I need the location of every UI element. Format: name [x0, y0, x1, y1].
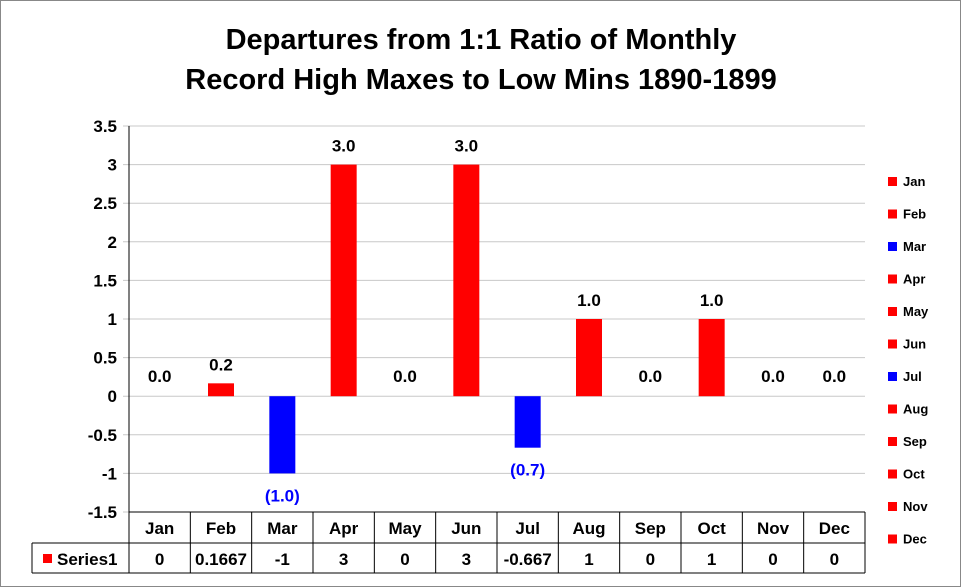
table-value: 1 [707, 550, 716, 569]
x-category-label: Oct [697, 519, 726, 538]
table-value: 0 [646, 550, 655, 569]
data-label-oct: 1.0 [700, 291, 724, 310]
x-category-label: Jan [145, 519, 174, 538]
bar-apr [330, 164, 357, 397]
legend-label-jun: Jun [903, 337, 926, 352]
legend-label-sep: Sep [903, 434, 927, 449]
legend-swatch-sep [888, 437, 897, 446]
chart-title-line-2: Record High Maxes to Low Mins 1890-1899 [185, 64, 776, 96]
table-value: 3 [462, 550, 471, 569]
data-label-dec: 0.0 [823, 367, 847, 386]
x-category-label: Dec [819, 519, 850, 538]
legend-label-may: May [903, 304, 929, 319]
data-label-jul: (0.7) [510, 461, 545, 480]
y-tick-label: 2.5 [93, 194, 117, 213]
y-tick-label: 1.5 [93, 271, 117, 290]
table-value: 0 [155, 550, 164, 569]
table-value: 3 [339, 550, 348, 569]
y-tick-label: 1 [108, 310, 117, 329]
x-category-label: Sep [635, 519, 666, 538]
bar-feb [208, 383, 234, 397]
y-tick-label: 0 [108, 387, 117, 406]
legend-swatch-feb [888, 209, 897, 219]
y-tick-label: -0.5 [88, 426, 117, 445]
gridlines [123, 125, 865, 513]
legend-label-apr: Apr [903, 272, 925, 287]
data-label-jan: 0.0 [148, 367, 172, 386]
x-category-label: Jul [515, 519, 540, 538]
x-category-label: Nov [757, 519, 790, 538]
series-name: Series1 [57, 550, 118, 569]
table-value: 0 [830, 550, 839, 569]
y-tick-label: -1 [102, 464, 117, 483]
legend-swatch-aug [888, 404, 897, 414]
legend-swatch-jul [888, 372, 897, 381]
bar-oct [698, 319, 725, 397]
legend-label-nov: Nov [903, 499, 928, 514]
data-label-apr: 3.0 [332, 137, 356, 156]
bar-mar [269, 396, 296, 474]
data-label-nov: 0.0 [761, 367, 785, 386]
table-value: 0 [768, 550, 777, 569]
legend-swatch-may [888, 307, 897, 316]
data-label-feb: 0.2 [209, 355, 233, 374]
data-label-aug: 1.0 [577, 291, 601, 310]
legend-label-feb: Feb [903, 207, 926, 222]
data-labels: 0.0 0.2 (1.0) 3.0 0.0 3.0 (0.7) 1.0 0.0 1.0 0.0 0.0 [148, 137, 846, 506]
table-value: 0 [400, 550, 409, 569]
bars [208, 164, 725, 474]
bar-jun [453, 164, 480, 397]
legend-swatch-nov [888, 502, 897, 511]
y-tick-label: 3 [108, 156, 117, 175]
legend-swatch-jan [888, 177, 897, 186]
legend-label-oct: Oct [903, 467, 925, 482]
data-label-jun: 3.0 [455, 137, 479, 156]
x-category-label: Jun [451, 519, 481, 538]
bar-jul [514, 396, 541, 448]
legend-label-aug: Aug [903, 402, 928, 417]
y-tick-label: 3.5 [93, 117, 117, 136]
table-value: 1 [584, 550, 593, 569]
legend-swatch-oct [888, 469, 897, 479]
legend-label-mar: Mar [903, 239, 926, 254]
legend-label-jul: Jul [903, 369, 922, 384]
x-category-label: Apr [329, 519, 359, 538]
x-category-label: Aug [572, 519, 605, 538]
bar-aug [576, 319, 602, 397]
chart-title-line-1: Departures from 1:1 Ratio of Monthly [226, 24, 737, 56]
legend: Jan Feb Mar Apr May Jun Jul Aug Sep Oct Nov Dec [888, 174, 929, 547]
y-tick-label: 0.5 [93, 349, 117, 368]
legend-swatch-mar [888, 242, 897, 251]
data-table: Jan 0 Feb 0.1667 Mar -1 Apr 3 May 0 Jun 3 Jul -0.667 A… [31, 511, 866, 574]
legend-label-dec: Dec [903, 532, 927, 547]
x-category-label: Mar [267, 519, 298, 538]
table-value: -0.667 [504, 550, 552, 569]
y-tick-label: 2 [108, 233, 117, 252]
data-label-mar: (1.0) [265, 486, 300, 505]
legend-swatch-dec [888, 534, 897, 544]
y-tick-label: -1.5 [88, 503, 117, 522]
y-axis: 3.5 3 2.5 2 1.5 1 0.5 0 -0.5 -1 -1.5 [88, 117, 130, 522]
x-category-label: Feb [206, 519, 236, 538]
table-value: 0.1667 [195, 550, 247, 569]
data-label-may: 0.0 [393, 367, 417, 386]
series-key-swatch [43, 554, 52, 563]
x-category-label: May [388, 519, 422, 538]
data-label-sep: 0.0 [639, 367, 663, 386]
table-value: -1 [275, 550, 290, 569]
legend-label-jan: Jan [903, 174, 925, 189]
legend-swatch-apr [888, 274, 897, 284]
legend-swatch-jun [888, 339, 897, 349]
